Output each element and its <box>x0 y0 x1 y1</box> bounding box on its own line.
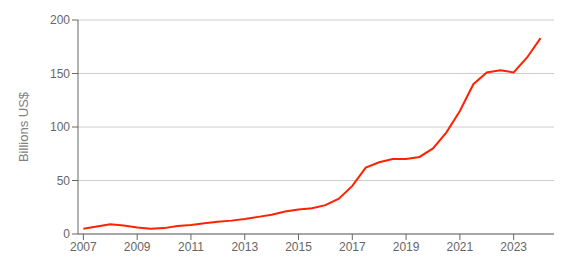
svg-text:2013: 2013 <box>231 240 258 254</box>
svg-text:2021: 2021 <box>447 240 474 254</box>
svg-text:2007: 2007 <box>70 240 97 254</box>
svg-text:Billions US$: Billions US$ <box>16 91 31 162</box>
svg-text:50: 50 <box>57 174 71 188</box>
svg-text:200: 200 <box>50 13 70 27</box>
svg-text:0: 0 <box>63 227 70 241</box>
svg-text:2015: 2015 <box>285 240 312 254</box>
svg-text:150: 150 <box>50 67 70 81</box>
svg-text:2023: 2023 <box>500 240 527 254</box>
svg-text:2017: 2017 <box>339 240 366 254</box>
svg-text:100: 100 <box>50 120 70 134</box>
svg-text:2009: 2009 <box>124 240 151 254</box>
svg-text:2019: 2019 <box>393 240 420 254</box>
svg-text:2011: 2011 <box>178 240 204 254</box>
